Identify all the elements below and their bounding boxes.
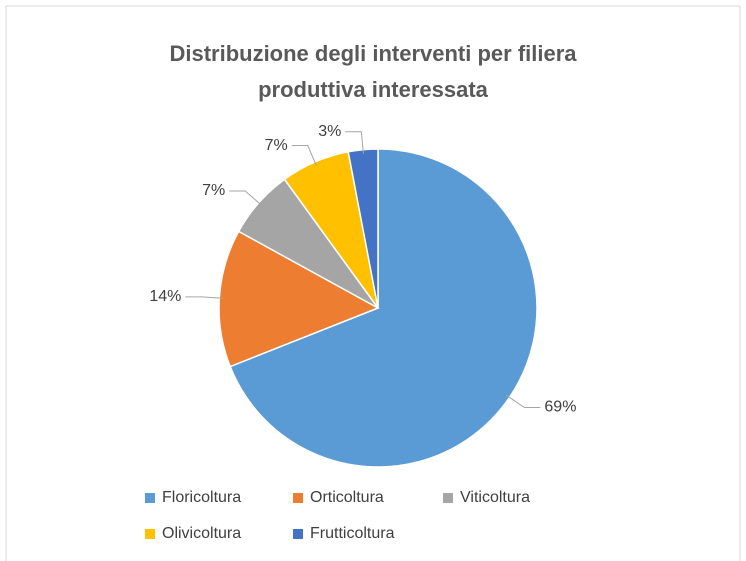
data-label: 7% [202,182,225,199]
leader-line [291,145,317,166]
legend-label: Olivicoltura [162,525,241,542]
leader-line [229,190,263,206]
data-label: 69% [544,399,576,416]
legend-label: Viticoltura [460,489,530,506]
legend-swatch [443,493,453,503]
chart-title: Distribuzione degli interventi per filie… [169,41,577,102]
leader-line [505,394,541,408]
legend-label: Floricoltura [162,489,241,506]
legend-swatch [145,493,155,503]
legend-swatch [145,529,155,539]
chart-frame [5,5,741,561]
data-label: 14% [149,288,181,305]
leader-line [185,296,224,299]
leader-line [345,131,364,154]
legend-label: Orticoltura [310,489,384,506]
data-label: 7% [265,137,288,154]
legend-label: Frutticoltura [310,525,395,542]
data-label: 3% [318,123,341,140]
legend-swatch [293,493,303,503]
legend-swatch [293,529,303,539]
